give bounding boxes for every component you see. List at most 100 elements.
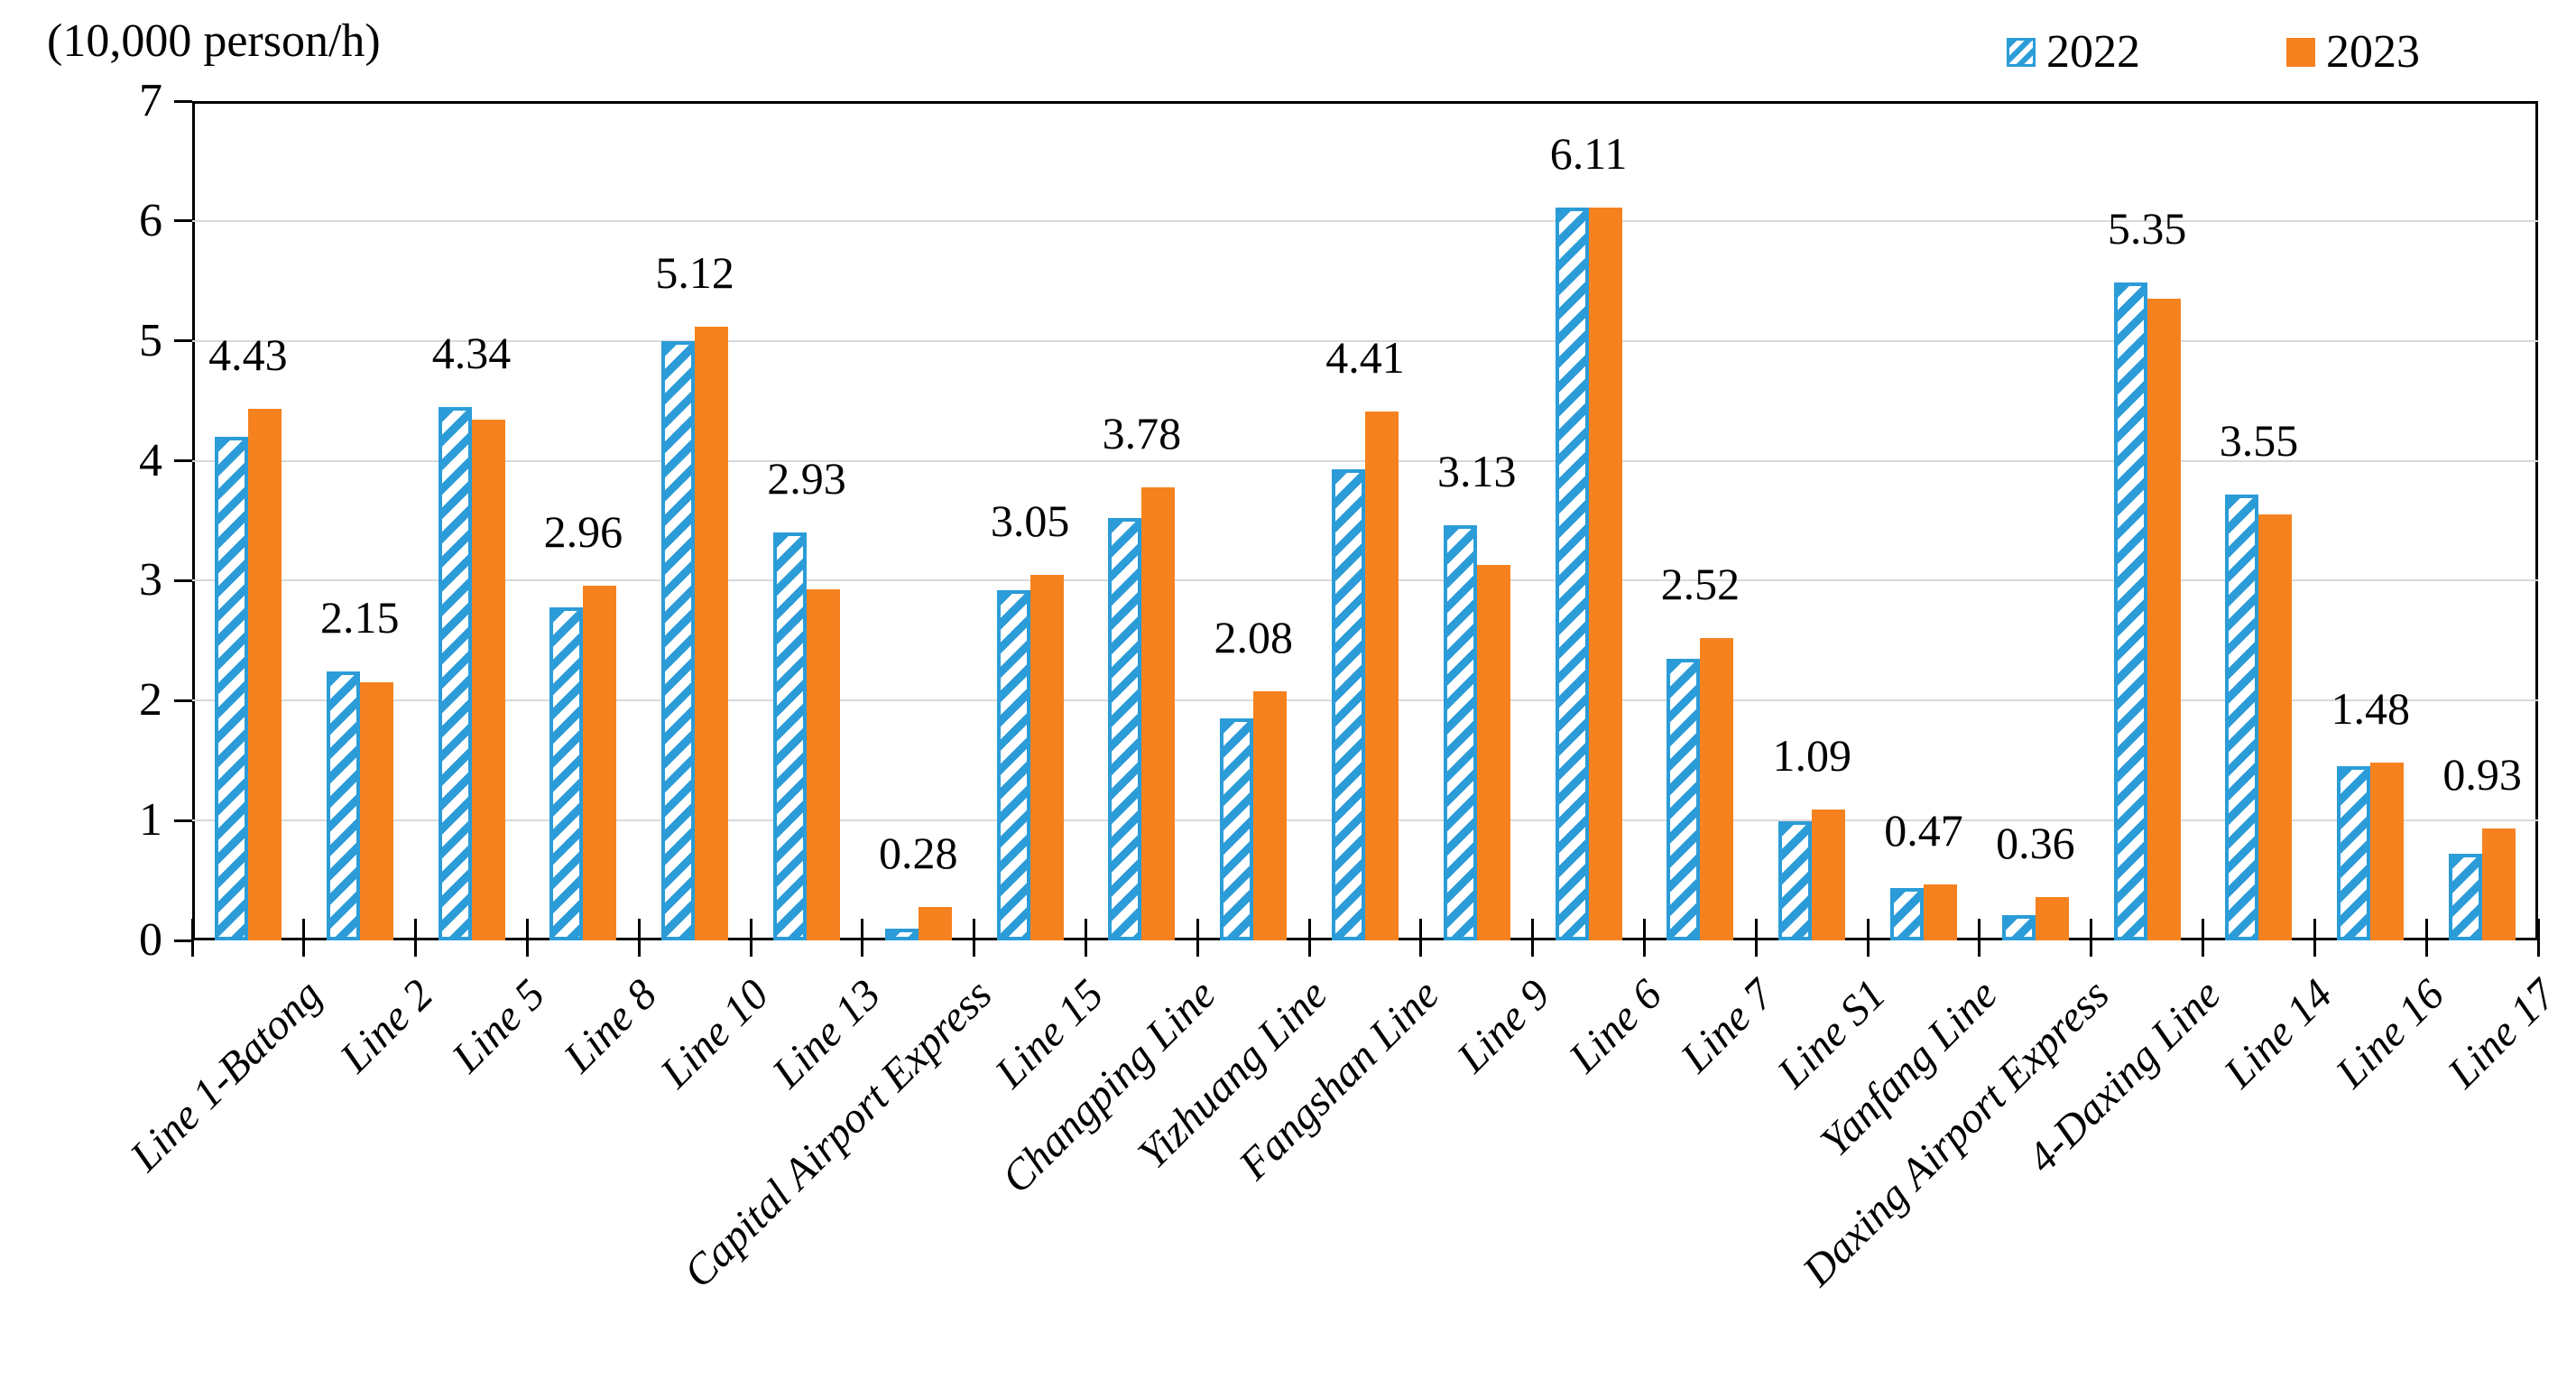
data-label-2023: 2.52 [1660,559,1740,610]
x-category-label: Line 1-Batong [121,970,331,1180]
x-category-label: Line 2 [331,970,443,1082]
data-label-2023: 0.28 [879,827,958,878]
bar-2023-5 [695,326,729,940]
data-label-2023: 0.47 [1884,804,1963,856]
x-category-label: Line 9 [1448,970,1560,1082]
y-axis-tick [174,339,192,343]
bar-2022-11 [1332,468,1365,940]
y-tick-label: 7 [139,75,162,126]
x-axis-tick [525,919,529,957]
y-gridline [192,339,2538,342]
bar-2023-4 [583,585,617,940]
x-category-label: Line 7 [1671,970,1784,1082]
bar-2022-9 [1108,518,1142,940]
legend-2022-hatched-square-icon [2007,38,2036,67]
y-axis-tick [174,99,192,103]
x-axis-tick [1866,919,1870,957]
data-label-2023: 3.05 [990,495,1070,546]
bar-2023-16 [1924,884,1958,940]
bar-2023-1 [247,409,282,940]
y-tick-label: 6 [139,194,162,246]
bar-2023-7 [918,906,952,940]
data-label-2023: 3.55 [2219,414,2299,466]
y-axis-tick [174,819,192,822]
bar-2023-3 [471,420,505,940]
bar-2023-21 [2482,828,2516,940]
bar-2023-10 [1253,690,1288,940]
x-axis-tick [1419,919,1423,957]
y-axis-tick [174,459,192,463]
x-axis-tick [1754,919,1758,957]
data-label-2023: 0.36 [1996,818,2075,869]
y-axis-tick [174,699,192,702]
x-axis-tick [1978,919,1981,957]
bar-2023-2 [359,682,393,940]
data-label-2023: 4.43 [208,329,288,381]
y-axis-tick [174,219,192,223]
x-axis-tick [749,919,752,957]
bar-2023-20 [2370,763,2405,940]
bar-2022-5 [661,340,696,940]
bar-2023-9 [1141,486,1176,940]
x-axis-tick [2313,919,2316,957]
data-label-2023: 2.93 [767,453,846,504]
bar-2022-12 [1443,525,1477,940]
x-axis-tick [861,919,864,957]
legend-item-2023: 2023 [2286,25,2420,79]
data-label-2023: 2.96 [543,505,623,557]
y-axis-tick [174,578,192,582]
bar-2023-18 [2147,299,2181,940]
bar-2022-16 [1890,887,1925,940]
x-axis-tick [2202,919,2205,957]
x-axis-tick [1643,919,1647,957]
bar-2022-21 [2449,854,2483,940]
x-category-label: Line 14 [2215,970,2342,1097]
bar-2022-2 [326,671,360,940]
y-tick-label: 5 [139,314,162,366]
data-label-2023: 6.11 [1549,128,1628,180]
y-gridline [192,219,2538,222]
bar-2023-12 [1476,565,1510,940]
data-label-2023: 5.35 [2107,202,2187,254]
x-axis-tick [973,919,976,957]
data-label-2023: 2.08 [1214,611,1293,662]
bar-2023-15 [1812,810,1846,940]
x-category-label: Fangshan Line [1229,970,1448,1189]
x-axis-tick [414,919,418,957]
y-tick-label: 2 [139,674,162,727]
y-tick-label: 4 [139,434,162,486]
bar-2022-7 [884,928,919,940]
y-tick-label: 3 [139,554,162,606]
x-axis-tick [1196,919,1199,957]
bar-2023-11 [1365,412,1399,940]
data-label-2023: 4.41 [1325,332,1405,384]
bar-2023-13 [1588,208,1622,940]
legend-2023-solid-square-icon [2286,38,2315,67]
data-label-2023: 4.34 [431,327,512,378]
x-axis-tick [1531,919,1535,957]
bar-2023-6 [806,588,840,940]
x-category-label: Line 6 [1560,970,1672,1082]
x-category-label: Line 5 [443,970,555,1082]
bar-2022-8 [996,590,1030,940]
bar-2022-13 [1555,208,1589,940]
bar-2022-18 [2113,282,2147,940]
x-axis-tick [2536,919,2540,957]
x-category-label: Line 16 [2326,970,2454,1097]
legend-2023-label: 2023 [2326,26,2420,78]
x-axis-tick [2090,919,2093,957]
data-label-2023: 1.09 [1772,730,1851,782]
y-axis-tick [174,939,192,942]
x-category-label: Line 8 [554,970,667,1082]
x-axis-tick [1084,919,1087,957]
y-tick-label: 0 [139,914,162,966]
bar-2023-14 [1700,638,1734,940]
x-axis-tick [1307,919,1311,957]
data-label-2023: 5.12 [655,246,734,298]
bar-2022-14 [1667,658,1701,940]
data-label-2023: 1.48 [2331,683,2411,735]
legend-2022-label: 2022 [2046,26,2140,78]
bar-2023-19 [2258,514,2293,940]
y-axis-unit-title: (10,000 person/h) [47,15,381,67]
x-axis-tick [637,919,641,957]
